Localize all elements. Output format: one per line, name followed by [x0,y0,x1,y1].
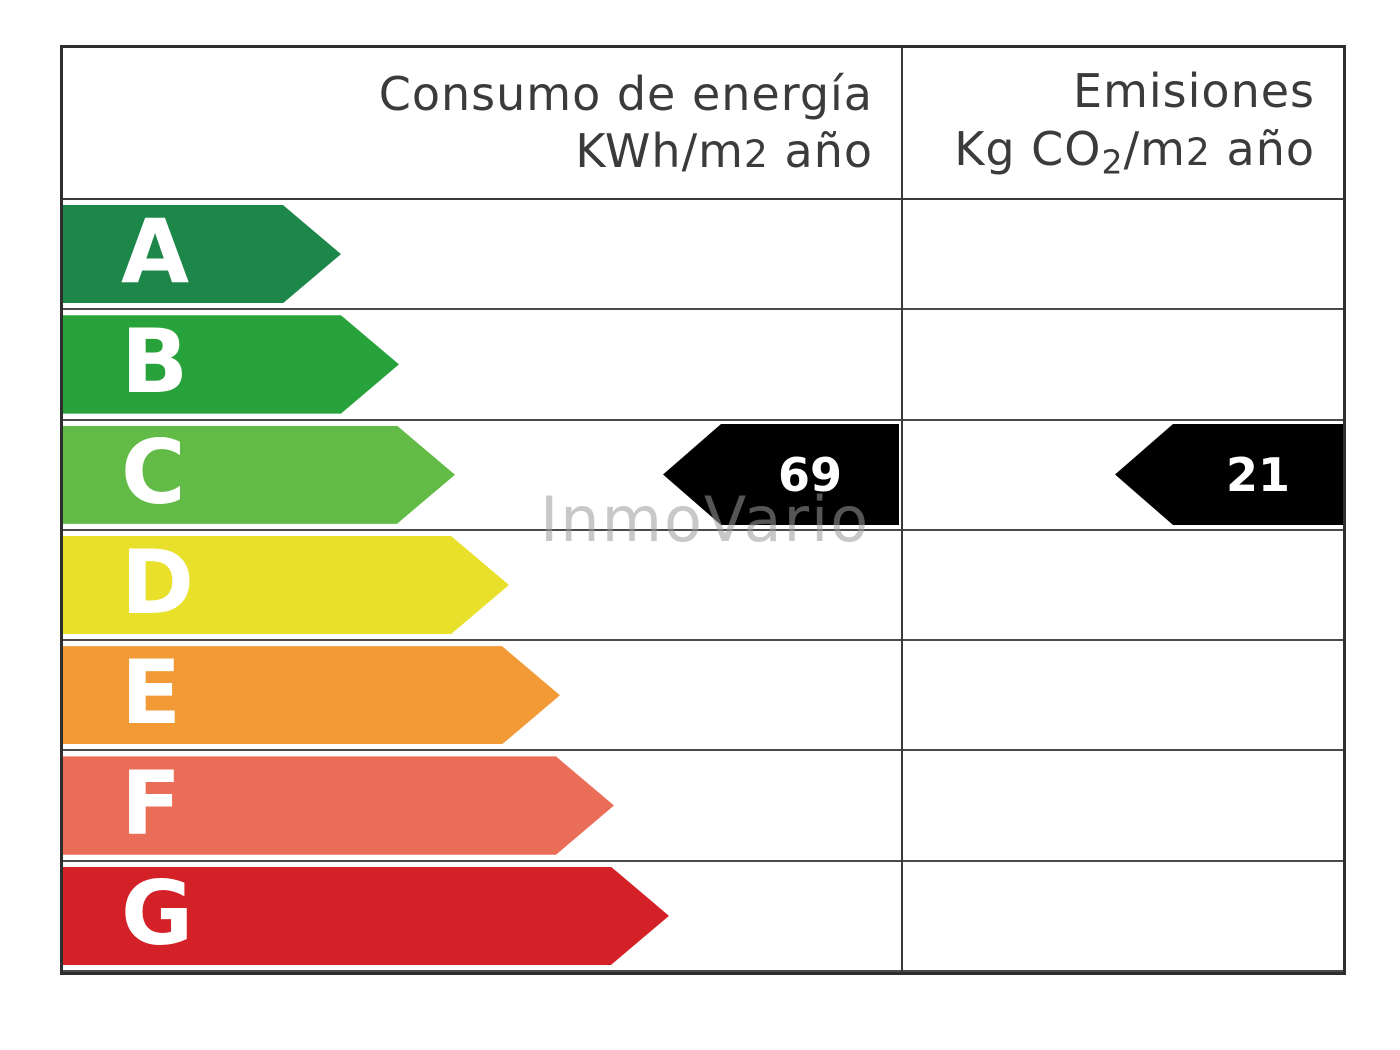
emissions-column-header: Emisiones Kg CO2/m2 año [901,48,1343,198]
energy-header-line2: KWh/m2 año [575,124,873,178]
table-header: Consumo de energía KWh/m2 año Emisiones … [63,48,1343,200]
energy-value-arrow: 69 [663,424,899,525]
energy-header-line1: Consumo de energía [378,66,873,121]
rating-letter: D [121,530,195,634]
rating-row-f: F [63,751,1343,862]
rating-letter: G [121,861,194,965]
rating-arrow-a: A [63,205,341,303]
rating-row-b: B [63,310,1343,421]
rating-arrow-e: E [63,646,560,744]
energy-column-header: Consumo de energía KWh/m2 año [63,48,901,198]
rating-arrow-g: G [63,867,669,965]
rating-row-d: D [63,531,1343,642]
rating-letter: B [121,310,189,414]
rating-arrow-b: B [63,315,399,413]
rating-letter: A [121,200,190,304]
rating-arrow-c: C [63,426,455,524]
energy-rating-table: Consumo de energía KWh/m2 año Emisiones … [60,45,1346,975]
rating-row-g: G [63,862,1343,972]
rating-row-c: C [63,421,1343,531]
energy-value: 69 [777,447,842,502]
emissions-value: 21 [1225,447,1290,502]
rating-arrow-d: D [63,536,509,634]
rating-row-e: E [63,641,1343,752]
rating-letter: F [121,751,182,855]
rating-arrow-f: F [63,756,614,854]
emissions-header-line2: Kg CO2/m2 año [954,121,1315,182]
emissions-header-line1: Emisiones [1073,64,1315,119]
rating-rows-container: A B C D E [63,200,1343,972]
rating-letter: E [121,641,182,745]
column-divider [901,200,903,972]
rating-row-a: A [63,200,1343,311]
rating-letter: C [121,420,186,524]
